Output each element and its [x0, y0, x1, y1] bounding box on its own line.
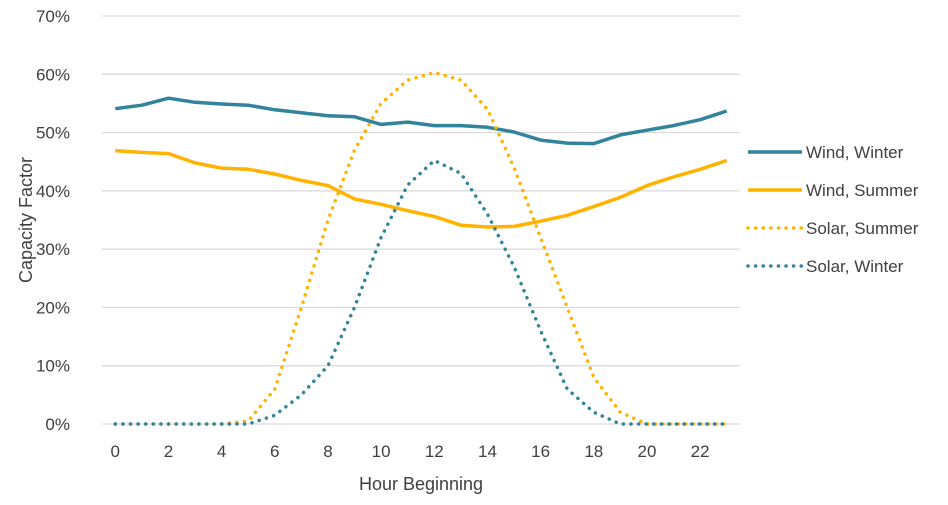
- x-tick-label: 18: [584, 442, 603, 461]
- series-line-solar-winter: [113, 158, 729, 426]
- gridlines: [102, 15, 740, 425]
- y-tick-label: 40%: [36, 182, 70, 201]
- y-axis-ticks: 0% 10% 20% 30% 40% 50% 60% 70%: [36, 7, 70, 434]
- x-tick-label: 10: [372, 442, 391, 461]
- x-tick-label: 12: [425, 442, 444, 461]
- x-tick-label: 8: [323, 442, 332, 461]
- x-tick-label: 16: [531, 442, 550, 461]
- y-tick-label: 60%: [36, 65, 70, 84]
- x-tick-label: 6: [270, 442, 279, 461]
- y-tick-label: 50%: [36, 124, 70, 143]
- x-tick-label: 20: [637, 442, 656, 461]
- y-tick-label: 30%: [36, 240, 70, 259]
- legend-label: Wind, Summer: [806, 181, 919, 200]
- legend-label: Solar, Winter: [806, 257, 904, 276]
- x-tick-label: 22: [691, 442, 710, 461]
- y-axis-title: Capacity Factor: [16, 157, 36, 283]
- legend: Wind, Winter Wind, Summer Solar, Summer Sol…: [746, 143, 919, 276]
- series-line-wind-winter: [115, 96, 728, 146]
- series-line-wind-summer: [115, 148, 728, 229]
- y-tick-label: 70%: [36, 7, 70, 26]
- y-tick-label: 10%: [36, 357, 70, 376]
- series-lines: [113, 70, 729, 426]
- y-tick-label: 20%: [36, 298, 70, 317]
- legend-label: Solar, Summer: [806, 219, 919, 238]
- y-tick-label: 0%: [45, 415, 70, 434]
- x-axis-ticks: 0 2 4 6 8 10 12 14 16 18 20 22: [111, 442, 710, 461]
- x-tick-label: 14: [478, 442, 497, 461]
- x-tick-label: 0: [111, 442, 120, 461]
- x-tick-label: 2: [164, 442, 173, 461]
- x-axis-title: Hour Beginning: [359, 474, 483, 494]
- legend-label: Wind, Winter: [806, 143, 904, 162]
- x-tick-label: 4: [217, 442, 226, 461]
